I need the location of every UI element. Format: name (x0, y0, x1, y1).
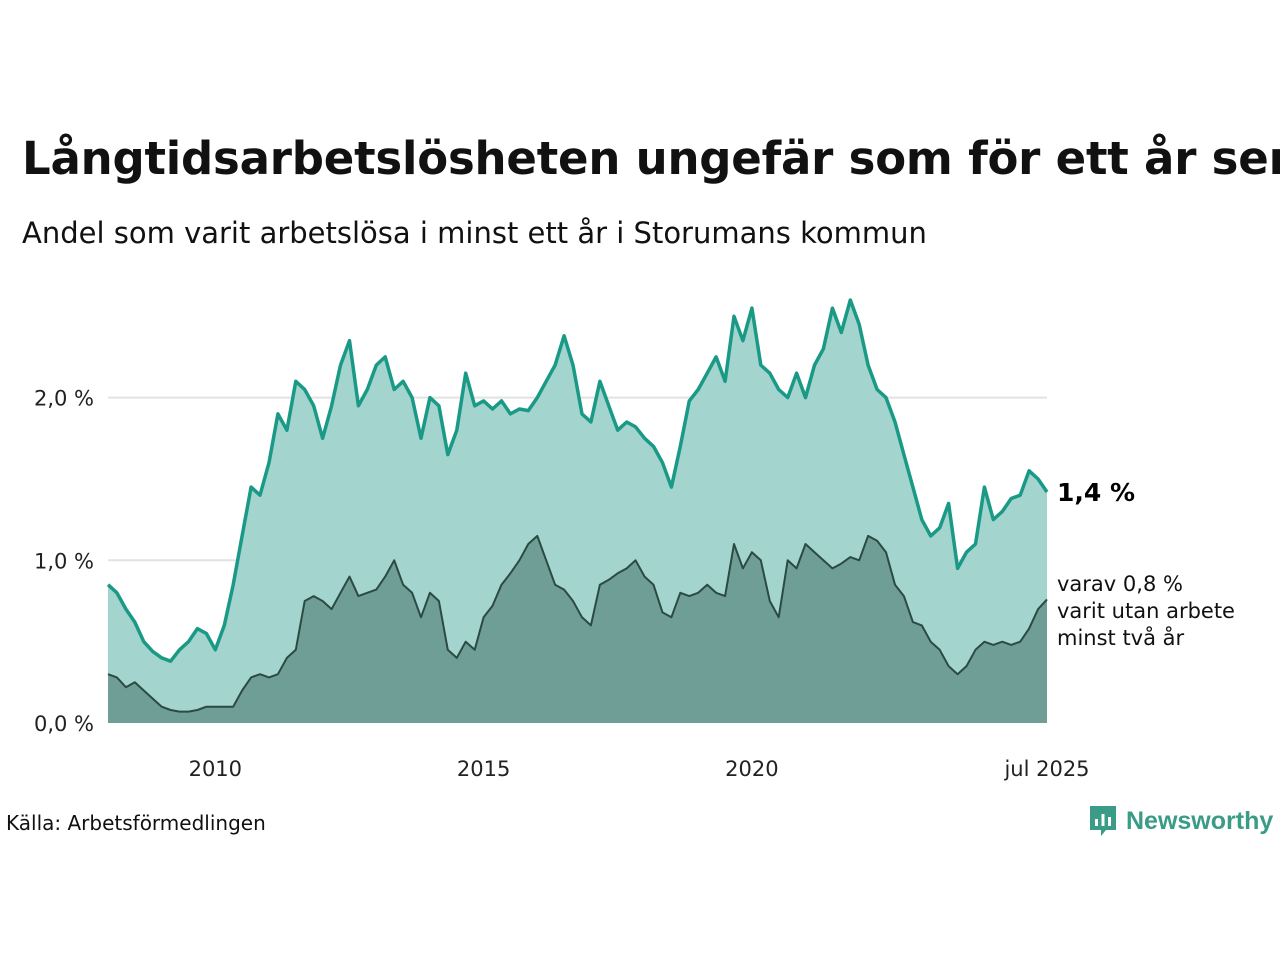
end-value-label: 1,4 % (1057, 478, 1135, 507)
source-note: Källa: Arbetsförmedlingen (6, 811, 266, 835)
x-tick-label: 2010 (189, 757, 242, 781)
axis-labels: 0,0 % 1,0 % 2,0 % 2010 2015 2020 jul 2025 (34, 387, 1090, 781)
sub-series-label: minst två år (1057, 625, 1185, 650)
y-tick-label: 0,0 % (34, 712, 94, 736)
area-chart: 0,0 % 1,0 % 2,0 % 2010 2015 2020 jul 2025 1,4 … (34, 298, 1235, 781)
series-areas (106, 298, 1049, 723)
chart-title: Långtidsarbetslösheten ungefär som för e… (22, 132, 1280, 185)
y-tick-label: 1,0 % (34, 549, 94, 573)
sub-series-label: varit utan arbete (1057, 599, 1235, 623)
series-minst-tva-ar-line (107, 534, 1048, 713)
y-tick-label: 2,0 % (34, 387, 94, 411)
series-minst-ett-ar-line (106, 298, 1049, 663)
x-tick-label: jul 2025 (1003, 757, 1089, 781)
newsworthy-brand: Newsworthy (1088, 804, 1273, 838)
brand-name: Newsworthy (1126, 806, 1274, 835)
x-tick-label: 2020 (725, 757, 778, 781)
chart-subtitle: Andel som varit arbetslösa i minst ett å… (22, 216, 927, 250)
series-minst-tva-ar-area (108, 535, 1047, 723)
x-tick-label: 2015 (457, 757, 510, 781)
sub-series-label: varav 0,8 % (1057, 572, 1183, 596)
newsworthy-logo-icon (1090, 806, 1116, 836)
